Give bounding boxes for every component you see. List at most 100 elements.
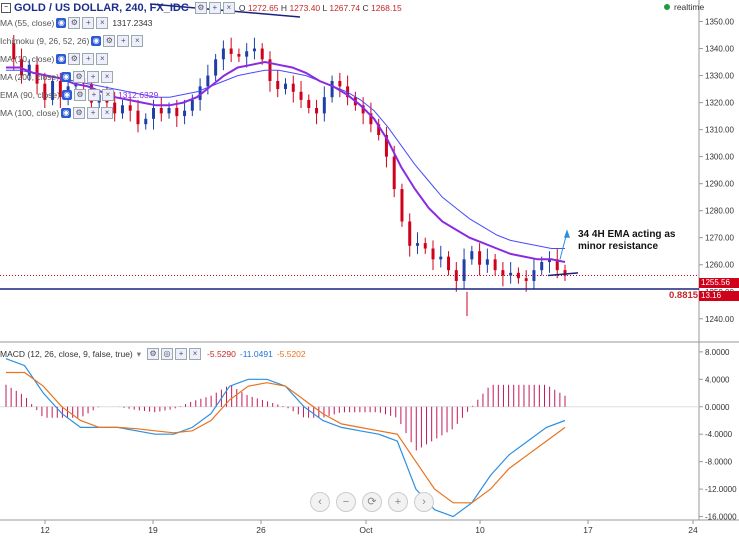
legend-label: MA (10, close) bbox=[0, 54, 55, 64]
symbol-title: GOLD / US DOLLAR, 240, FX_IDC bbox=[14, 2, 189, 14]
legend-row: MA (10, close) ◉ ⚙ + × bbox=[0, 52, 112, 66]
macd-tick-label: -16.0000 bbox=[705, 513, 737, 522]
legend-close-icon[interactable]: × bbox=[102, 89, 114, 101]
macd-label: MACD (12, 26, close, 9, false, true) bbox=[0, 349, 133, 359]
candle-body bbox=[260, 48, 264, 60]
candle-body bbox=[307, 99, 311, 108]
fib-level-label: 0.8815 bbox=[669, 290, 699, 301]
legend-close-icon[interactable]: × bbox=[131, 35, 144, 47]
legend-row: MA (55, close) ◉ ⚙ + × 1317.2343 bbox=[0, 16, 153, 30]
price-tick-label: 1330.00 bbox=[705, 72, 734, 81]
close-icon[interactable]: × bbox=[222, 2, 235, 14]
candle-body bbox=[51, 80, 55, 100]
macd-tick-label: 0.0000 bbox=[705, 403, 730, 412]
candle-body bbox=[175, 107, 179, 117]
time-tick-label: 12 bbox=[40, 525, 50, 535]
visibility-icon[interactable]: ◉ bbox=[56, 54, 67, 64]
legend-settings-icon[interactable]: ⚙ bbox=[68, 17, 81, 29]
price-tick-label: 1240.00 bbox=[705, 315, 734, 324]
candle-body bbox=[392, 156, 396, 190]
candle-body bbox=[299, 91, 303, 100]
candle-body bbox=[58, 80, 62, 98]
legend-settings-icon[interactable]: ⚙ bbox=[73, 107, 86, 119]
legend-settings-icon[interactable]: ⚙ bbox=[68, 53, 81, 65]
visibility-icon[interactable]: ◉ bbox=[91, 36, 102, 46]
legend-close-icon[interactable]: × bbox=[96, 53, 109, 65]
candle-body bbox=[361, 105, 365, 114]
candle-body bbox=[330, 80, 334, 98]
last-price-tag: 1255.56 bbox=[699, 278, 739, 288]
legend-settings-icon[interactable]: ⚙ bbox=[74, 89, 86, 101]
add-icon[interactable]: + bbox=[208, 2, 221, 14]
price-tick-label: 1350.00 bbox=[705, 18, 734, 27]
visibility-icon[interactable]: ◉ bbox=[61, 72, 72, 82]
legend-add-icon[interactable]: + bbox=[87, 107, 100, 119]
arrow-head-icon bbox=[564, 229, 570, 238]
chevron-down-icon[interactable]: ▾ bbox=[136, 348, 142, 359]
candle-body bbox=[221, 48, 225, 60]
scroll-right-button[interactable]: › bbox=[414, 492, 434, 512]
candle-body bbox=[431, 248, 435, 260]
macd-tick-label: -4.0000 bbox=[705, 430, 733, 439]
candle-body bbox=[369, 113, 373, 125]
time-tick-label: 26 bbox=[256, 525, 266, 535]
candle-body bbox=[43, 83, 47, 100]
macd-line bbox=[5, 358, 566, 518]
legend-value: 1312.6329 bbox=[118, 90, 159, 100]
legend-add-icon[interactable]: + bbox=[117, 35, 130, 47]
time-tick-label: 17 bbox=[583, 525, 593, 535]
collapse-icon[interactable]: − bbox=[1, 3, 11, 13]
reset-button[interactable]: ⟳ bbox=[362, 492, 382, 512]
resistance-annotation: 34 4H EMA acting as minor resistance bbox=[578, 229, 676, 252]
candle-body bbox=[237, 53, 241, 57]
macd-hide-icon[interactable]: ◎ bbox=[161, 348, 174, 360]
time-tick-label: 19 bbox=[148, 525, 158, 535]
legend-settings-icon[interactable]: ⚙ bbox=[103, 35, 116, 47]
candle-body bbox=[152, 107, 156, 119]
time-tick-label: Oct bbox=[359, 525, 373, 535]
macd-tick-label: -12.0000 bbox=[705, 485, 737, 494]
legend-label: EMA (90, close) bbox=[0, 90, 60, 100]
candle-body bbox=[214, 59, 218, 76]
candle-body bbox=[493, 259, 497, 271]
time-tick-label: 10 bbox=[475, 525, 485, 535]
price-tick-label: 1300.00 bbox=[705, 153, 734, 162]
header-bar: − GOLD / US DOLLAR, 240, FX_IDC ⚙ + × O … bbox=[0, 0, 402, 16]
legend-close-icon[interactable]: × bbox=[101, 71, 114, 83]
macd-add-icon[interactable]: + bbox=[175, 348, 188, 360]
visibility-icon[interactable]: ◉ bbox=[61, 108, 72, 118]
realtime-status: realtime bbox=[664, 2, 704, 12]
legend-add-icon[interactable]: + bbox=[82, 17, 95, 29]
macd-settings-icon[interactable]: ⚙ bbox=[147, 348, 160, 360]
candle-body bbox=[284, 83, 287, 90]
ref-price-tag: 13.16 bbox=[699, 291, 739, 301]
candle-body bbox=[113, 102, 117, 114]
legend-add-icon[interactable]: + bbox=[82, 53, 95, 65]
price-tick-label: 1270.00 bbox=[705, 234, 734, 243]
legend-label: MA (100, close) bbox=[0, 108, 60, 118]
scroll-left-button[interactable]: ‹ bbox=[310, 492, 330, 512]
visibility-icon[interactable]: ◉ bbox=[56, 18, 67, 28]
macd-close-icon[interactable]: × bbox=[189, 348, 202, 360]
macd-tick-label: 4.0000 bbox=[705, 375, 730, 384]
candle-body bbox=[144, 118, 148, 125]
zoom-out-button[interactable]: − bbox=[336, 492, 356, 512]
legend-add-icon[interactable]: + bbox=[88, 89, 100, 101]
settings-icon[interactable]: ⚙ bbox=[194, 2, 207, 14]
legend-row: MA (200, close) ◉ ⚙ + × bbox=[0, 70, 117, 84]
legend-add-icon[interactable]: + bbox=[87, 71, 100, 83]
legend-settings-icon[interactable]: ⚙ bbox=[73, 71, 86, 83]
candle-body bbox=[136, 110, 140, 125]
candle-body bbox=[423, 243, 427, 249]
candle-body bbox=[485, 259, 489, 265]
legend-close-icon[interactable]: × bbox=[96, 17, 109, 29]
macd-value-2: -11.0491 bbox=[239, 349, 273, 359]
candle-body bbox=[384, 135, 388, 157]
candle-body bbox=[128, 105, 132, 111]
candle-body bbox=[229, 48, 233, 54]
candle-body bbox=[120, 105, 124, 114]
visibility-icon[interactable]: ◉ bbox=[62, 90, 72, 100]
legend-close-icon[interactable]: × bbox=[101, 107, 114, 119]
zoom-in-button[interactable]: + bbox=[388, 492, 408, 512]
candle-body bbox=[245, 51, 249, 57]
